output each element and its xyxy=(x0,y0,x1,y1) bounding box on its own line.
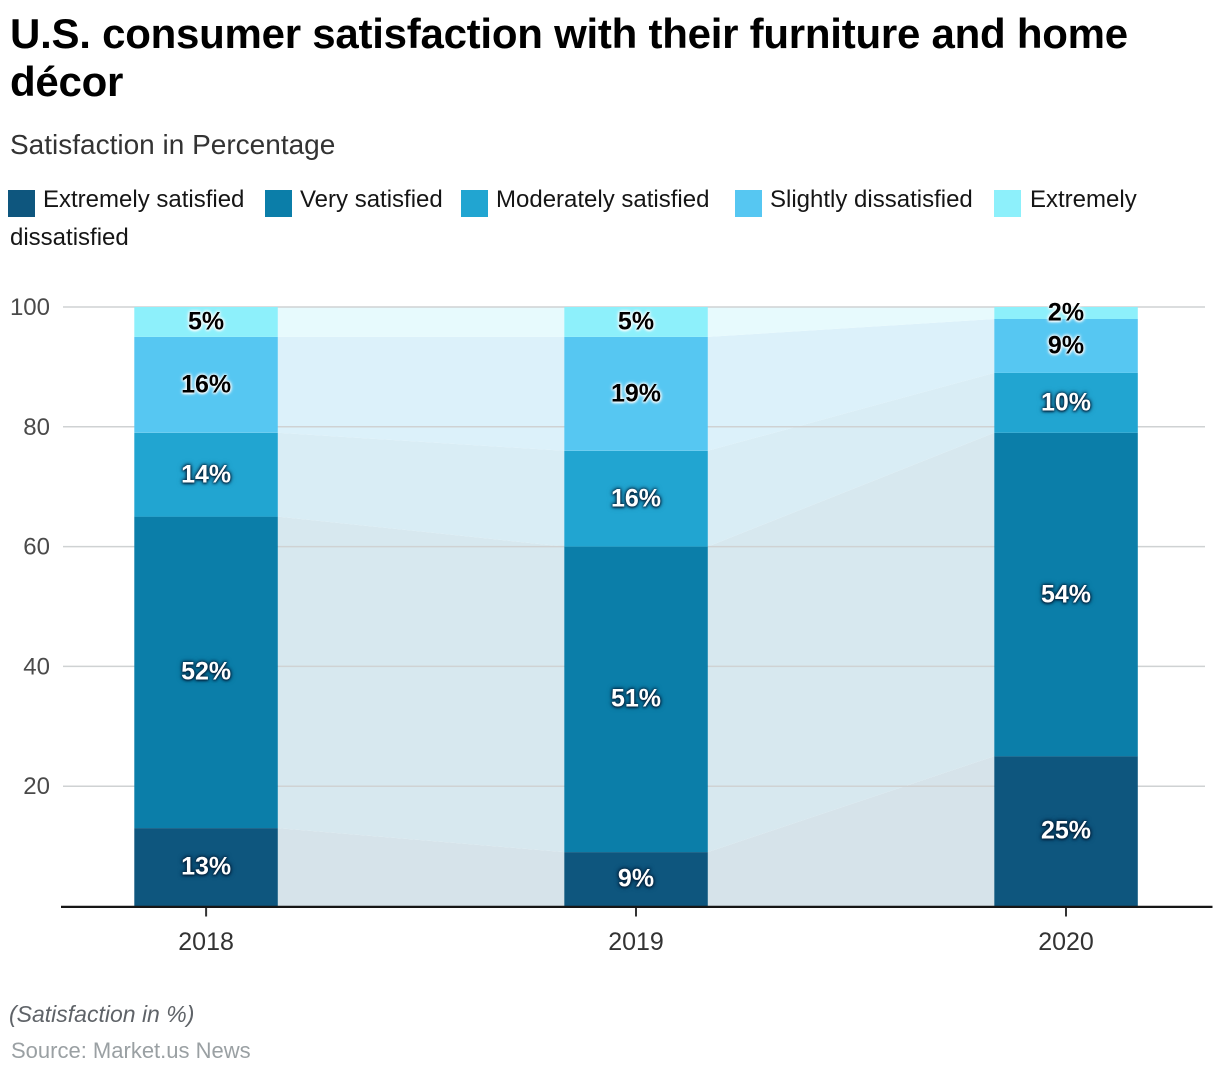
svg-text:2018: 2018 xyxy=(178,928,234,956)
svg-text:60: 60 xyxy=(23,534,50,561)
svg-text:40: 40 xyxy=(23,653,50,680)
svg-text:100: 100 xyxy=(10,294,50,321)
svg-text:2019: 2019 xyxy=(608,928,664,956)
svg-text:2020: 2020 xyxy=(1038,928,1094,956)
svg-text:20: 20 xyxy=(23,773,50,800)
svg-text:80: 80 xyxy=(23,414,50,441)
